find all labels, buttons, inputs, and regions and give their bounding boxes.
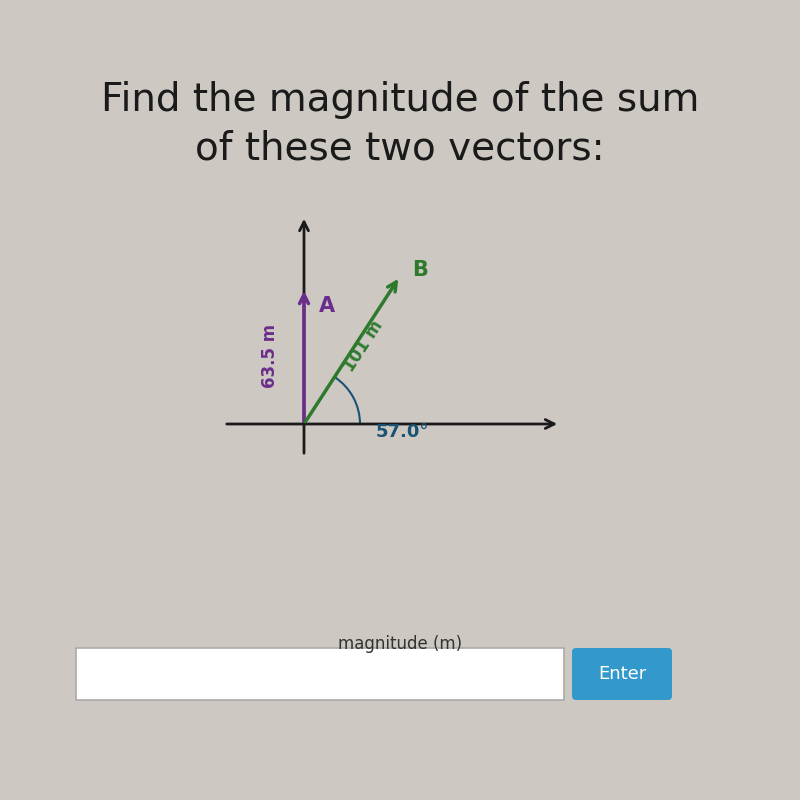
FancyBboxPatch shape — [572, 648, 672, 700]
Text: magnitude (m): magnitude (m) — [338, 635, 462, 653]
Text: of these two vectors:: of these two vectors: — [195, 129, 605, 167]
Text: B: B — [412, 260, 428, 280]
Text: 57.0°: 57.0° — [376, 423, 430, 442]
Text: A: A — [318, 296, 334, 316]
Text: Enter: Enter — [598, 665, 646, 683]
Text: Find the magnitude of the sum: Find the magnitude of the sum — [101, 81, 699, 119]
Text: 101 m: 101 m — [341, 317, 387, 375]
FancyBboxPatch shape — [76, 648, 564, 700]
Text: 63.5 m: 63.5 m — [262, 324, 279, 388]
